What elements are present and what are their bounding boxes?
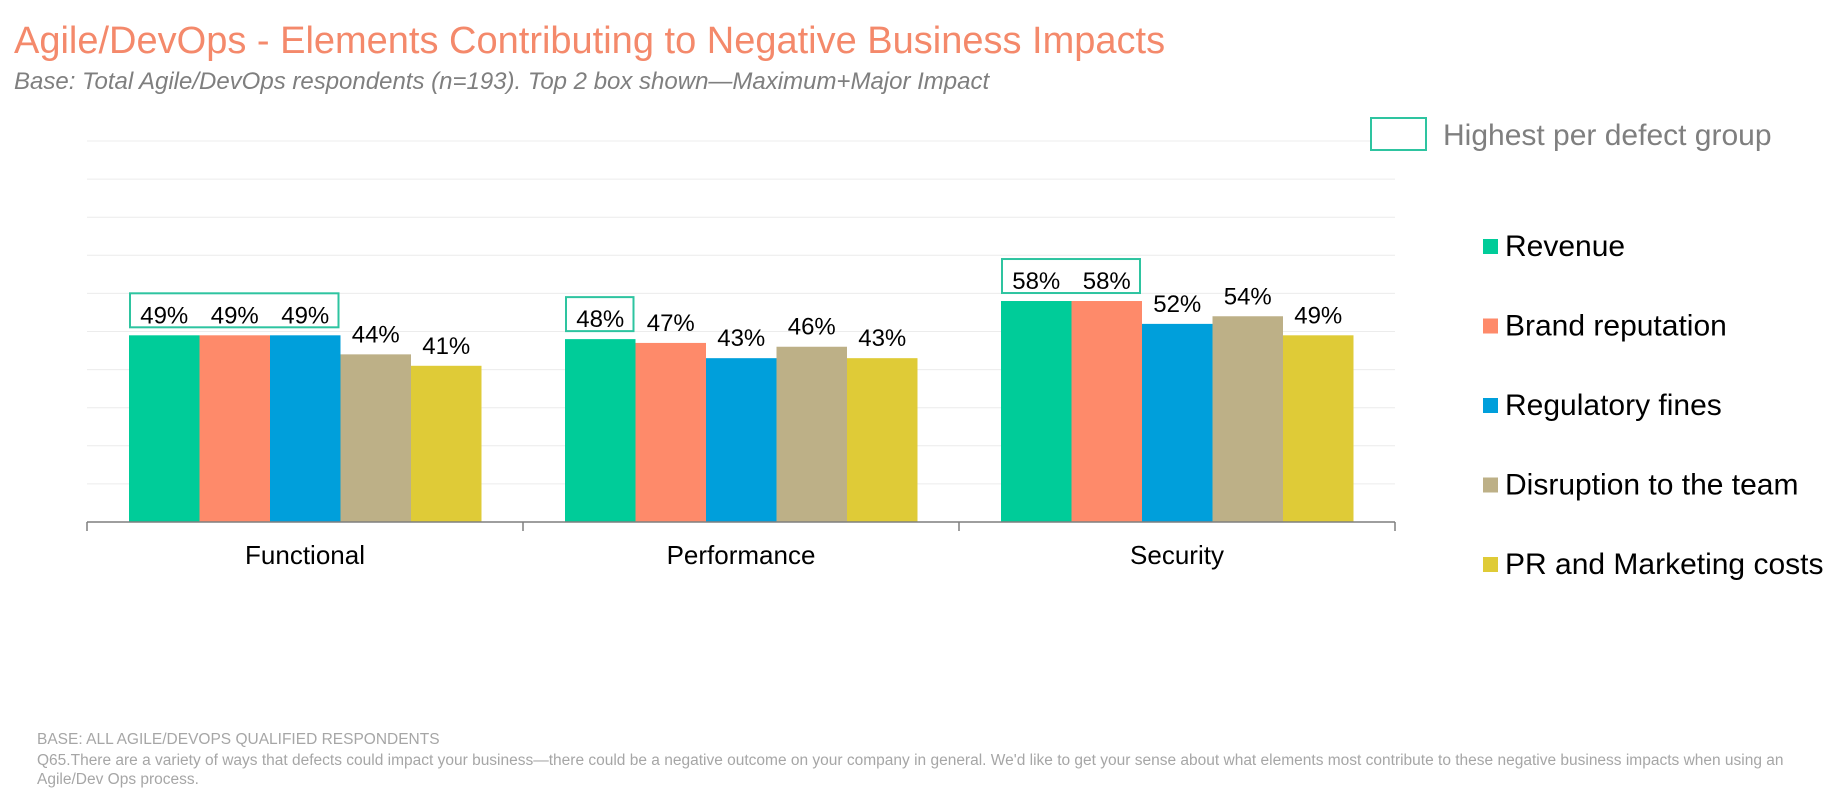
data-label: 44% [352,321,400,348]
bar [847,358,918,522]
data-label: 58% [1083,268,1131,295]
data-label: 58% [1012,268,1060,295]
bar [199,335,270,522]
category-label: Performance [667,540,816,570]
legend-swatch [1483,477,1498,493]
data-label: 49% [211,302,259,329]
bar [706,358,777,522]
bar [411,365,482,522]
page-subtitle: Base: Total Agile/DevOps respondents (n=… [14,68,990,95]
data-label: 47% [647,310,695,337]
data-label: 54% [1224,283,1272,310]
data-label: 43% [717,325,765,352]
legend-label: Regulatory fines [1505,389,1722,422]
data-label: 48% [576,306,624,333]
data-label: 49% [140,302,188,329]
category-label: Functional [245,540,365,570]
data-label: 49% [281,302,329,329]
bar [1142,323,1213,522]
highlight-box [1001,258,1141,295]
legend-swatch [1483,318,1498,334]
data-label: 52% [1153,291,1201,318]
bar [340,354,411,522]
bar [270,335,341,522]
bar [1283,335,1354,522]
data-label: 43% [858,325,906,352]
page-title: Agile/DevOps - Elements Contributing to … [14,20,1166,62]
legend-label: PR and Marketing costs [1505,548,1823,581]
bar [1071,301,1142,522]
category-label: Security [1130,540,1224,570]
legend-label: Brand reputation [1505,310,1727,343]
highlight-legend-label: Highest per defect group [1443,119,1772,152]
data-label: 41% [422,333,470,360]
highlight-box [565,296,635,333]
legend-swatch [1483,557,1498,572]
legend-label: Revenue [1505,230,1625,263]
bar [1001,301,1072,522]
bar [1212,316,1283,522]
legend-swatch [1483,239,1498,254]
bar [635,342,706,522]
legend-swatch [1483,398,1498,413]
bar [565,339,636,522]
footnote-question: Q65.There are a variety of ways that def… [37,752,1784,788]
legend-label: Disruption to the team [1505,469,1798,502]
bar [129,335,200,522]
data-label: 49% [1294,302,1342,329]
bar [776,346,847,522]
highlight-legend-swatch [1370,117,1427,151]
highlight-box [129,292,340,329]
data-label: 46% [788,314,836,341]
footnote-base: BASE: ALL AGILE/DEVOPS QUALIFIED RESPOND… [37,731,440,748]
